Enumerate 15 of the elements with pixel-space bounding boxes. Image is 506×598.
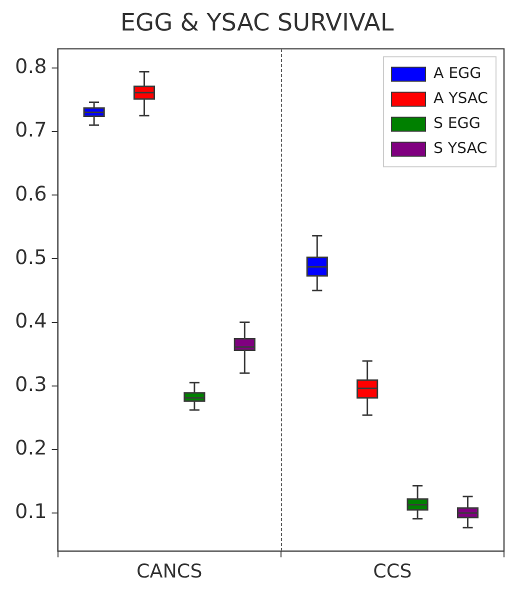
y-tick-label: 0.5 (14, 244, 47, 269)
y-tick-label: 0.8 (14, 54, 47, 78)
legend-label: S EGG (434, 114, 481, 132)
x-tick-label: CANCS (136, 560, 202, 583)
y-tick-label: 0.6 (14, 181, 47, 206)
legend-label: S YSAC (434, 139, 488, 158)
y-tick-label: 0.3 (14, 372, 47, 396)
y-tick-label: 0.7 (14, 118, 47, 142)
y-tick-label: 0.2 (14, 436, 47, 460)
legend-label: A EGG (434, 64, 482, 82)
y-tick-label: 0.1 (14, 499, 47, 524)
legend-label: A YSAC (434, 89, 488, 108)
y-tick-label: 0.4 (14, 308, 47, 332)
x-tick-label: CCS (373, 560, 412, 583)
chart-title: EGG & YSAC SURVIVAL (120, 8, 394, 37)
